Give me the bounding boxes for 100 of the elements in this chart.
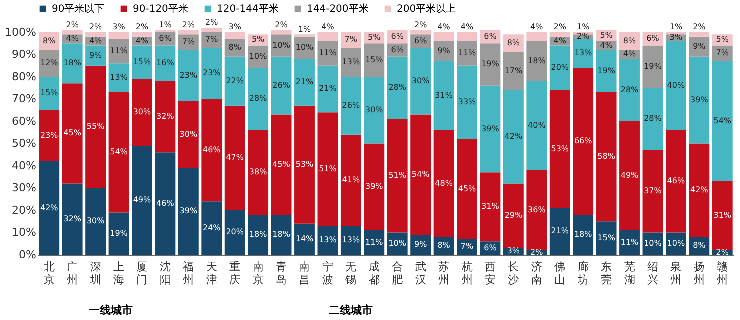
bar xyxy=(108,32,130,40)
bar xyxy=(271,214,292,255)
legend-label: 120-144平米 xyxy=(217,3,279,15)
data-label: 19% xyxy=(598,66,616,76)
data-label: 6% xyxy=(391,45,404,54)
bar xyxy=(620,230,640,255)
data-label: 4% xyxy=(322,22,335,32)
data-label: 1% xyxy=(576,22,590,32)
bar xyxy=(202,28,222,32)
y-tick-label: 30% xyxy=(12,182,36,195)
bar xyxy=(318,112,338,226)
bar xyxy=(387,119,408,233)
bar xyxy=(108,92,130,213)
data-label: 11% xyxy=(110,46,128,56)
bar xyxy=(457,139,478,240)
bar xyxy=(364,44,385,77)
bar xyxy=(39,110,60,162)
data-label: 20% xyxy=(551,63,570,72)
data-label: 37% xyxy=(644,186,662,196)
data-label: 19% xyxy=(110,228,128,238)
text: 一线城市 xyxy=(89,304,134,317)
data-label: 18% xyxy=(64,58,82,68)
bar xyxy=(642,150,664,233)
data-label: 4% xyxy=(136,36,149,46)
bar xyxy=(550,208,570,255)
x-tick-label: 南京 xyxy=(252,260,264,286)
bar xyxy=(271,56,292,115)
data-label: 21% xyxy=(296,78,314,87)
data-label: 30% xyxy=(412,76,430,86)
x-tick-label: 苏州 xyxy=(438,260,450,286)
text: 二线城市 xyxy=(329,304,374,317)
bar xyxy=(39,50,60,77)
x-tick-label: 北京 xyxy=(44,260,55,286)
bar xyxy=(62,84,83,184)
data-label: 2% xyxy=(414,20,428,30)
data-label: 26% xyxy=(272,80,291,90)
data-label: 18% xyxy=(272,230,291,239)
data-label: 13% xyxy=(342,236,360,245)
x-tick-label: 南昌 xyxy=(299,260,310,286)
data-label: 54% xyxy=(110,148,128,157)
y-tick-label: 0% xyxy=(19,248,36,262)
bar xyxy=(689,32,710,37)
bar xyxy=(248,130,269,215)
data-label: 26% xyxy=(342,100,360,110)
y-tick-label: 70% xyxy=(12,92,36,106)
legend-label: 90-120平米 xyxy=(133,3,188,15)
bar xyxy=(202,48,222,100)
data-label: 7% xyxy=(206,35,219,44)
data-label: 36% xyxy=(528,205,546,214)
bar xyxy=(434,32,454,42)
data-label: 2% xyxy=(136,22,149,32)
bar xyxy=(132,146,152,255)
data-label: 40% xyxy=(667,80,686,90)
data-label: 16% xyxy=(156,58,175,68)
data-label: 48% xyxy=(435,178,454,188)
data-label: 7% xyxy=(460,242,474,252)
data-label: 24% xyxy=(202,223,222,232)
data-label: 28% xyxy=(388,83,407,92)
data-label: 8% xyxy=(507,38,520,48)
x-tick-label: 宁波 xyxy=(322,260,334,286)
data-label: 2% xyxy=(275,20,288,30)
bar xyxy=(178,50,199,102)
bar xyxy=(318,41,338,66)
data-label: 51% xyxy=(319,164,338,174)
data-label: 5% xyxy=(252,35,266,44)
bar xyxy=(620,121,640,231)
bar xyxy=(364,230,385,255)
bar xyxy=(224,56,246,106)
x-tick-label: 重庆 xyxy=(230,260,241,286)
y-tick-label: 40% xyxy=(12,159,36,172)
data-label: 45% xyxy=(64,128,82,138)
data-label: 4% xyxy=(530,22,544,32)
data-label: 23% xyxy=(40,130,59,140)
bar xyxy=(86,32,106,37)
data-label: 30% xyxy=(366,105,384,114)
x-tick-label: 赣州 xyxy=(717,260,728,286)
bar xyxy=(340,48,362,77)
data-label: 19% xyxy=(482,60,500,69)
data-label: 20% xyxy=(226,228,244,237)
bar xyxy=(387,56,408,120)
data-label: 13% xyxy=(574,48,593,58)
data-label: 9% xyxy=(414,240,428,249)
data-label: 45% xyxy=(272,160,291,169)
data-label: 7% xyxy=(716,48,730,58)
bar xyxy=(410,30,432,35)
data-label: 15% xyxy=(133,57,152,66)
x-tick-label: 厦门 xyxy=(136,260,148,286)
data-label: 58% xyxy=(598,152,616,162)
bar xyxy=(294,106,315,224)
bar xyxy=(178,34,199,50)
data-label: 2% xyxy=(182,20,196,30)
bar xyxy=(689,56,710,144)
bar xyxy=(224,210,246,255)
bar xyxy=(410,114,432,235)
data-label: 54% xyxy=(412,170,430,179)
data-label: 18% xyxy=(528,56,546,66)
bar xyxy=(294,59,315,106)
data-label: 4% xyxy=(89,36,103,46)
bar xyxy=(86,188,106,255)
bar xyxy=(503,90,524,184)
